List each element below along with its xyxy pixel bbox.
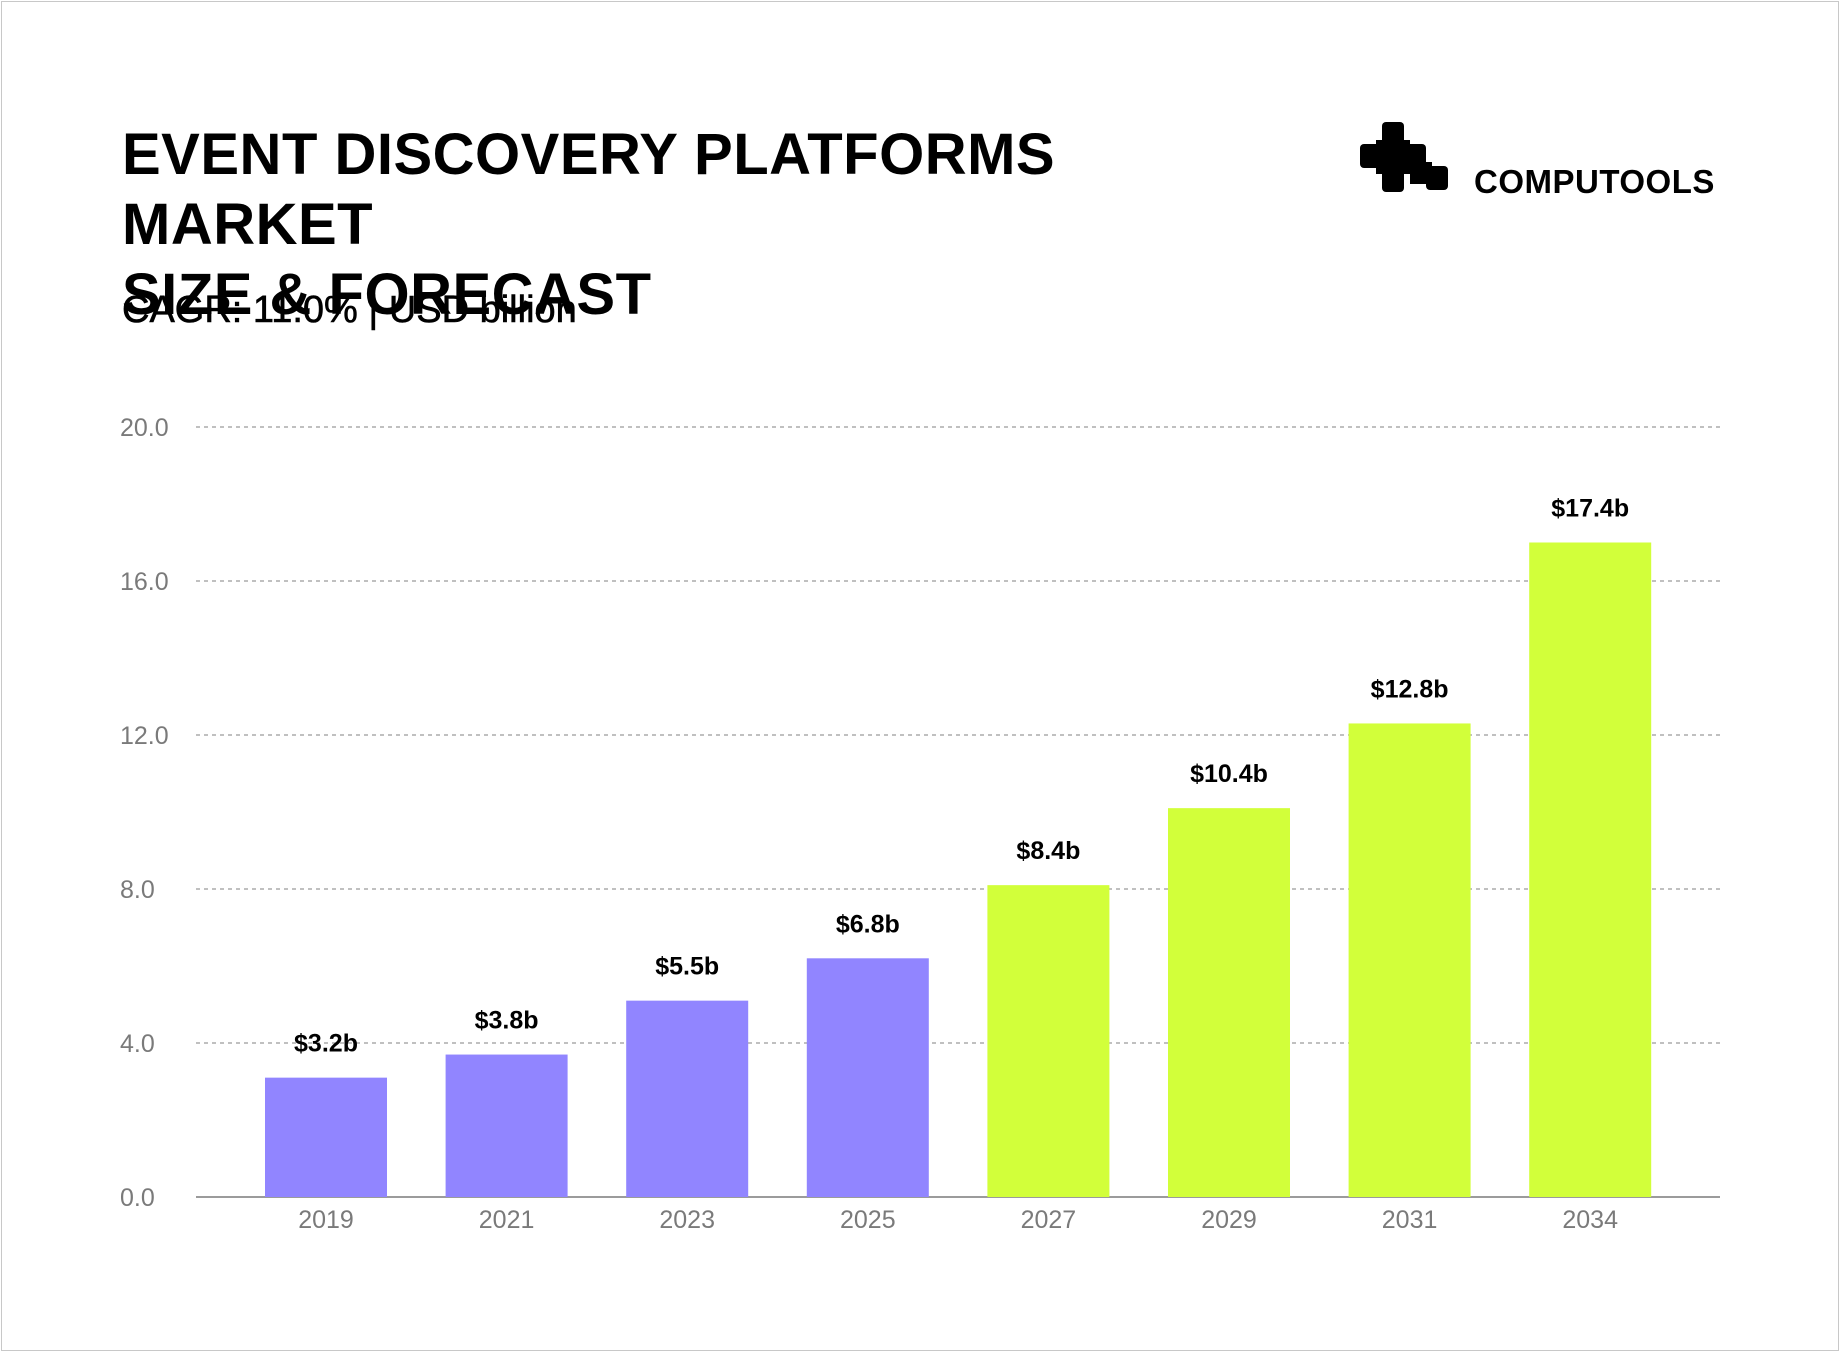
gridlines xyxy=(196,426,1720,1198)
title-line-2: SIZE & FORECAST xyxy=(122,262,652,327)
data-label-2025: $6.8b xyxy=(836,910,900,938)
chart-subtitle: CAGR: 11.0% | USD billion xyxy=(122,289,577,332)
y-tick-label: 20.0 xyxy=(120,414,169,442)
y-tick-label: 16.0 xyxy=(120,568,169,596)
x-tick-label-2029: 2029 xyxy=(1201,1206,1257,1234)
bars xyxy=(265,542,1652,1197)
y-tick-label: 8.0 xyxy=(120,876,155,904)
data-label-2023: $5.5b xyxy=(655,953,719,981)
x-tick-label-2034: 2034 xyxy=(1562,1206,1618,1234)
bar-2025 xyxy=(806,958,929,1197)
data-label-2019: $3.2b xyxy=(294,1030,358,1058)
title-line-1: EVENT DISCOVERY PLATFORMS MARKET xyxy=(122,122,1056,257)
brand-logo: COMPUTOOLS xyxy=(1358,120,1728,200)
data-labels: $3.2b $3.8b $5.5b $6.8b $8.4b $10.4b $12.8b $17… xyxy=(294,495,1629,1058)
x-tick-label-2031: 2031 xyxy=(1382,1206,1438,1234)
x-tick-label-2019: 2019 xyxy=(298,1206,354,1234)
y-tick-label: 12.0 xyxy=(120,722,169,750)
bar-2029 xyxy=(1168,808,1290,1197)
bar-2027 xyxy=(987,885,1110,1197)
chart-title: EVENT DISCOVERY PLATFORMS MARKET SIZE & … xyxy=(122,120,1322,330)
data-label-2021: $3.8b xyxy=(475,1007,539,1035)
data-label-2034: $17.4b xyxy=(1551,495,1629,523)
y-tick-label: 0.0 xyxy=(120,1184,155,1212)
computools-logo-icon xyxy=(1360,122,1448,192)
data-label-2031: $12.8b xyxy=(1371,675,1449,703)
x-axis-ticks: 2019 2021 2023 2025 2027 2029 2031 2034 xyxy=(298,1206,1618,1234)
x-tick-label-2021: 2021 xyxy=(479,1206,535,1234)
bar-2021 xyxy=(445,1054,568,1197)
bar-2019 xyxy=(265,1077,387,1197)
y-tick-label: 4.0 xyxy=(120,1030,155,1058)
data-label-2027: $8.4b xyxy=(1016,837,1080,865)
bar-2031 xyxy=(1348,723,1471,1197)
x-tick-label-2027: 2027 xyxy=(1021,1206,1077,1234)
x-tick-label-2025: 2025 xyxy=(840,1206,896,1234)
data-label-2029: $10.4b xyxy=(1190,760,1268,788)
y-axis-ticks: 0.0 4.0 8.0 12.0 16.0 20.0 xyxy=(120,414,169,1212)
bar-2034 xyxy=(1529,542,1652,1197)
x-tick-label-2023: 2023 xyxy=(659,1206,715,1234)
bar-2023 xyxy=(626,1000,749,1197)
brand-name: COMPUTOOLS xyxy=(1474,163,1715,200)
